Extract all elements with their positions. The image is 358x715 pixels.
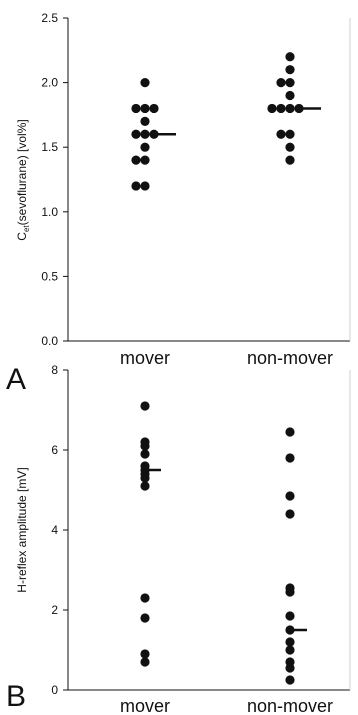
panel-a-y-label-rest: (sevoflurane) [vol%] [15, 119, 29, 225]
panel-b-point [285, 645, 294, 654]
panel-b-point [285, 611, 294, 620]
panel-a-y-tick-label: 0.0 [41, 334, 58, 348]
panel-b-point [285, 637, 294, 646]
panel-b-point [285, 675, 294, 684]
panel-a-point [276, 130, 285, 139]
panel-b-medians [145, 470, 307, 630]
panel-a: 0.0 0.5 1.0 1.5 2.0 2.5 mover non-mover Cet(s… [6, 11, 350, 396]
panel-b-point [140, 481, 149, 490]
panel-a-y-tick-label: 1.5 [41, 140, 58, 154]
panel-b-letter: B [6, 680, 26, 713]
panel-b-point [140, 657, 149, 666]
panel-b-point [140, 473, 149, 482]
panel-b-point [285, 509, 294, 518]
panel-b-point [140, 593, 149, 602]
panel-a-cat-mover: mover [120, 348, 170, 368]
panel-a-y-label: Cet(sevoflurane) [vol%] [15, 119, 31, 240]
panel-a-y-tick-label: 2.5 [41, 11, 58, 25]
panel-b-points [140, 401, 294, 684]
panel-a-point [140, 156, 149, 165]
panel-a-points [131, 52, 303, 190]
panel-a-point [140, 104, 149, 113]
panel-a-point [285, 91, 294, 100]
panel-a-medians [154, 108, 321, 134]
panel-b-y-tick-label: 8 [51, 363, 58, 377]
panel-b-cat-non-mover: non-mover [247, 696, 333, 715]
panel-a-point [140, 143, 149, 152]
panel-a-point [140, 181, 149, 190]
panel-a-point [276, 104, 285, 113]
panel-b-point [140, 613, 149, 622]
panel-a-y-label-main: C [15, 232, 29, 241]
panel-a-letter: A [6, 363, 26, 396]
panel-a-point [267, 104, 276, 113]
panel-b-point [285, 663, 294, 672]
panel-b-point [140, 449, 149, 458]
panel-a-point [131, 156, 140, 165]
panel-a-point [285, 52, 294, 61]
panel-b-y-tick-label: 0 [51, 683, 58, 697]
panel-b-point [285, 587, 294, 596]
panel-b-cat-mover: mover [120, 696, 170, 715]
panel-b-point [140, 649, 149, 658]
panel-a-point [285, 143, 294, 152]
panel-a-point [149, 104, 158, 113]
panel-b-y-label: H-reflex amplitude [mV] [15, 467, 29, 592]
panel-a-point [276, 78, 285, 87]
panel-b-point [140, 401, 149, 410]
panel-a-point [140, 117, 149, 126]
panel-a-point [131, 104, 140, 113]
panel-b-y-tick-label: 2 [51, 603, 58, 617]
panel-a-point [285, 78, 294, 87]
panel-b-y-tick-label: 4 [51, 523, 58, 537]
panel-a-point [285, 156, 294, 165]
panel-b-y-ticks: 0 2 4 6 8 [51, 363, 68, 697]
panel-b-point [285, 453, 294, 462]
panel-a-cat-non-mover: non-mover [247, 348, 333, 368]
panel-b-y-tick-label: 6 [51, 443, 58, 457]
panel-a-y-tick-label: 0.5 [41, 269, 58, 283]
panel-a-point [285, 104, 294, 113]
panel-a-y-ticks: 0.0 0.5 1.0 1.5 2.0 2.5 [41, 11, 68, 348]
panel-b: 0 2 4 6 8 mover non-mover H-reflex amplitude… [6, 363, 350, 715]
panel-a-point [131, 130, 140, 139]
panel-a-point [285, 65, 294, 74]
panel-b-point [285, 491, 294, 500]
panel-b-point [285, 427, 294, 436]
panel-a-y-tick-label: 1.0 [41, 205, 58, 219]
panel-a-y-tick-label: 2.0 [41, 76, 58, 90]
panel-a-point [140, 78, 149, 87]
panel-a-point [140, 130, 149, 139]
panel-a-point [131, 181, 140, 190]
panel-a-point [285, 130, 294, 139]
panel-b-point [140, 441, 149, 450]
